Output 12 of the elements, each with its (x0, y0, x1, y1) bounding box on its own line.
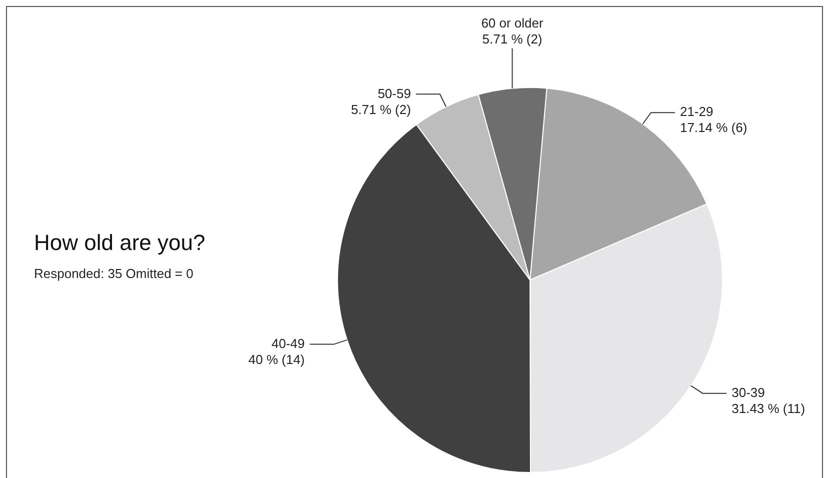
slice-label: 40-49 (272, 336, 305, 351)
slice-label: 21-29 (680, 104, 714, 120)
slice-label: 50-59 (378, 86, 411, 101)
data-label: 5.71 % (2) (350, 102, 411, 117)
slice-label: 60 or older (481, 15, 544, 30)
data-label: 40 % (14) (248, 352, 305, 367)
slice-label: 30-39 (732, 384, 765, 400)
data-label: 31.43 % (11) (732, 400, 806, 416)
data-label: 5.71 % (2) (482, 31, 542, 46)
text: Responded: 35 Omitted = 0 (34, 266, 194, 281)
text: How old are you? (34, 230, 206, 256)
data-label: 17.14 % (6) (680, 120, 748, 136)
